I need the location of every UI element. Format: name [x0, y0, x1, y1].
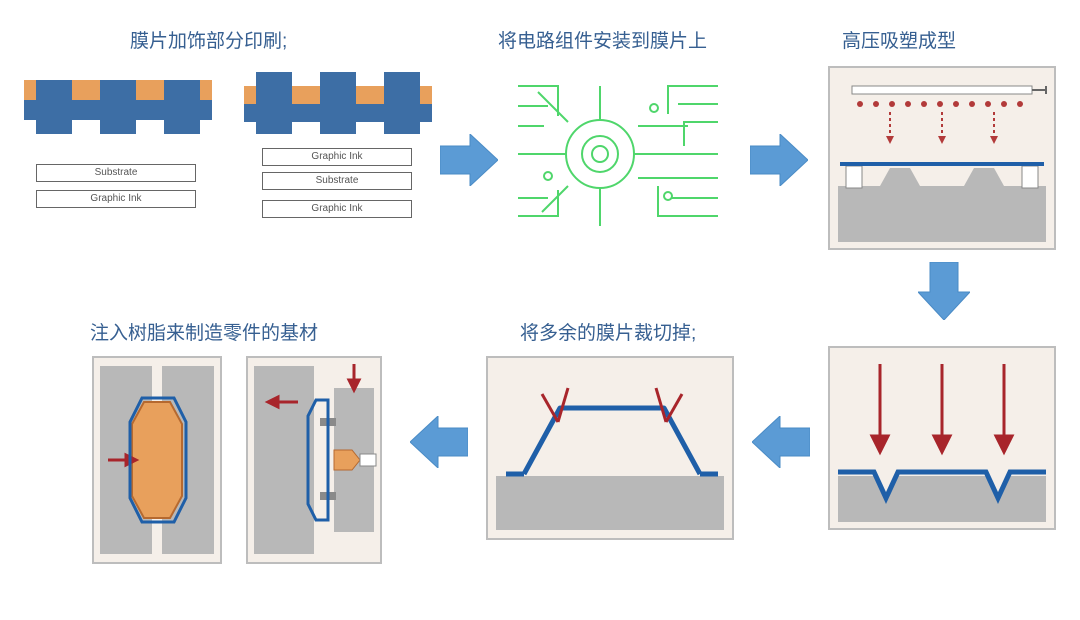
arrow-2-3: [750, 134, 808, 186]
step3-title: 高压吸塑成型: [842, 26, 956, 53]
step4-svg: [830, 348, 1054, 528]
arrow-1-2: [440, 134, 498, 186]
step2-title: 将电路组件安装到膜片上: [498, 26, 707, 53]
step1-right-substrate: Substrate: [262, 172, 412, 190]
step1-left-stack: [24, 80, 212, 136]
step6-left-svg: [94, 358, 220, 562]
step1-right-ink-top: Graphic Ink: [262, 148, 412, 166]
step5-panel: [486, 356, 734, 540]
step1-right-stack: [244, 72, 432, 136]
step5-svg: [488, 358, 732, 538]
step4-panel: [828, 346, 1056, 530]
arrow-5-6: [410, 416, 468, 468]
step3-svg: [830, 68, 1054, 248]
step3-panel: [828, 66, 1056, 250]
step6-right-svg: [248, 358, 380, 562]
step5-title: 将多余的膜片裁切掉;: [520, 318, 696, 345]
step2-circuit: [508, 66, 728, 236]
step6-left-panel: [92, 356, 222, 564]
step1-left-substrate: Substrate: [36, 164, 196, 182]
step6-right-panel: [246, 356, 382, 564]
step1-left-ink: Graphic Ink: [36, 190, 196, 208]
arrow-4-5: [752, 416, 810, 468]
step1-right-ink-bot: Graphic Ink: [262, 200, 412, 218]
arrow-3-4: [918, 262, 970, 320]
step6-title: 注入树脂来制造零件的基材: [90, 318, 318, 345]
step1-title: 膜片加饰部分印刷;: [130, 26, 287, 53]
